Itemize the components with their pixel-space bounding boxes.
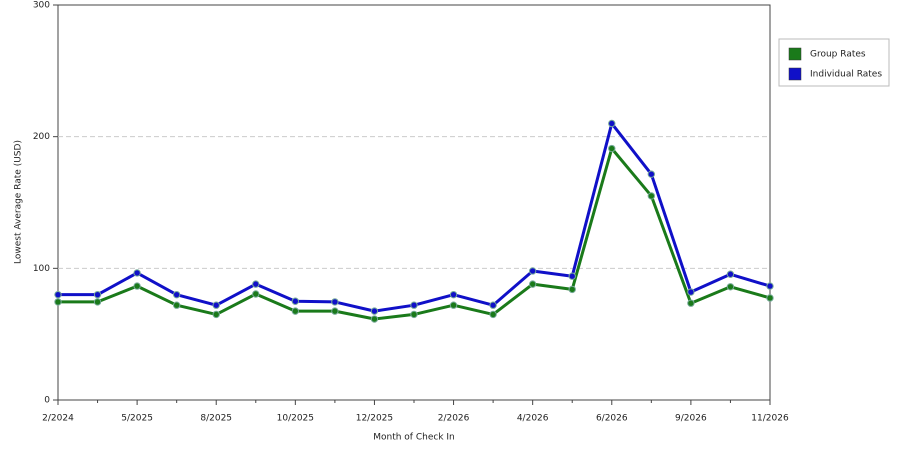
point [449,290,458,299]
point [766,282,774,290]
x-axis-title: Month of Check In [373,433,455,443]
x-tick-label: 4/2026 [517,414,549,424]
point [489,301,497,309]
point [489,310,497,319]
point [528,267,537,275]
point [647,170,656,178]
point [133,282,141,290]
point [54,298,62,306]
x-tick-label: 12/2025 [356,414,393,424]
point [331,307,339,315]
point [93,290,102,299]
legend-label: Individual Rates [810,70,882,80]
point [726,270,735,278]
point [133,269,141,277]
point [370,315,379,323]
y-tick-label: 200 [33,132,50,142]
point [172,301,181,309]
point [568,272,576,280]
point [568,285,576,294]
point [647,192,656,200]
y-tick-label: 300 [33,1,50,11]
point [687,299,695,307]
point [726,283,735,291]
x-tick-label: 9/2026 [675,414,707,424]
point [687,288,695,296]
plot-area [57,4,771,401]
point [54,290,62,299]
point [370,307,379,315]
point [172,290,181,299]
point [291,297,300,305]
point [410,310,418,319]
point [212,301,220,309]
x-tick-label: 10/2025 [277,414,314,424]
x-tick-label: 2/2024 [42,414,74,424]
point [766,294,774,302]
y-axis-title: Lowest Average Rate (USD) [14,140,24,264]
legend-label: Group Rates [810,50,866,60]
point [252,290,260,298]
point [410,301,418,309]
legend-swatch [788,67,802,81]
point [93,298,102,306]
x-tick-label: 11/2026 [751,414,789,424]
x-tick-label: 2/2026 [438,414,470,424]
point [252,280,260,288]
x-tick-label: 6/2026 [596,414,628,424]
y-tick-label: 100 [33,264,50,274]
legend-swatch [788,47,802,61]
x-tick-label: 8/2025 [200,414,232,424]
point [608,144,616,153]
y-tick-label: 0 [44,396,50,406]
x-tick-label: 5/2025 [121,414,153,424]
point [449,301,458,309]
point [331,298,339,306]
point [608,119,616,128]
point [212,310,220,319]
point [291,307,300,315]
point [528,280,537,288]
